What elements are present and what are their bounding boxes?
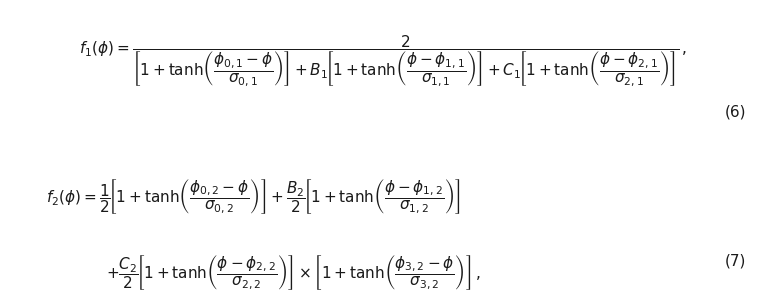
Text: $+\dfrac{C_2}{2}\!\left[1 + \tanh\!\left(\dfrac{\phi - \phi_{2,2}}{\sigma_{2,2}}: $+\dfrac{C_2}{2}\!\left[1 + \tanh\!\left… <box>106 253 480 292</box>
Text: $f_2(\phi) = \dfrac{1}{2}\!\left[1 + \tanh\!\left(\dfrac{\phi_{0,2} - \phi}{\sig: $f_2(\phi) = \dfrac{1}{2}\!\left[1 + \ta… <box>46 177 461 216</box>
Text: $f_1(\phi) = \dfrac{2}{\left[1 + \tanh\!\left(\dfrac{\phi_{0,1}-\phi}{\sigma_{0,: $f_1(\phi) = \dfrac{2}{\left[1 + \tanh\!… <box>79 34 687 89</box>
Text: (7): (7) <box>725 253 746 268</box>
Text: (6): (6) <box>725 104 746 119</box>
